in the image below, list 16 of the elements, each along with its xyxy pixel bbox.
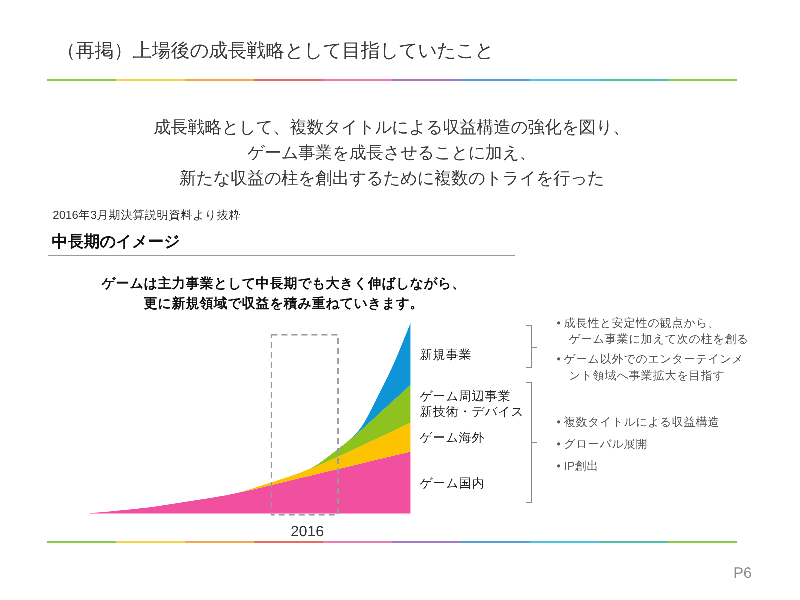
series-label: ゲーム周辺事業新技術・デバイス [420,390,524,420]
text: 中長期のイメージ [52,233,180,251]
text: P6 [734,565,752,582]
series-label: ゲーム国内 [420,476,485,490]
text: • ゲーム以外でのエンターテインメント領域へ事業拡大を目指す [557,353,744,382]
text: • 複数タイトルによる収益構造 [557,416,720,429]
chart-title: （再掲）上場後の成長戦略として目指していたこと [57,41,494,62]
chart-subtitle: 成長戦略として、複数タイトルによる収益構造の強化を図り、ゲーム事業を成長させることに加え、新たな収益の柱を創出するために複数のトライを行った [154,118,630,188]
series-label: ゲーム海外 [420,430,485,445]
text: 2016年3月期決算説明資料より抜粋 [53,209,241,222]
series-label: 新規事業 [420,348,472,362]
text: ゲームは主力事業として中長期でも大きく伸ばしながら、更に新規領域で収益を積み重ねていきます。 [101,275,466,311]
text: 2016 [290,524,324,540]
text: • IP創出 [557,460,600,473]
text: • グローバル展開 [557,438,648,451]
text: • 成長性と安定性の観点から、ゲーム事業に加えて次の柱を創る [557,316,749,346]
